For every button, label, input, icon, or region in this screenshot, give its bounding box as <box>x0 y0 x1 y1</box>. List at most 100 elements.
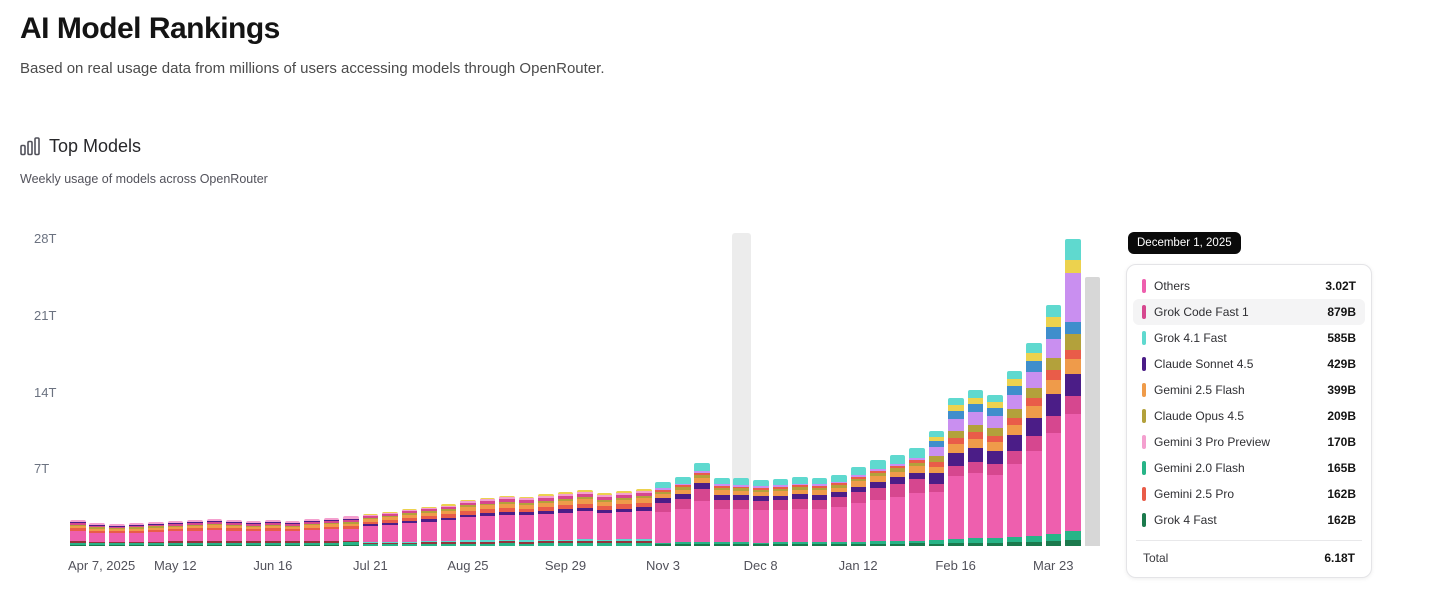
stacked-bar-week-19[interactable] <box>440 504 457 546</box>
bar-segment <box>1026 387 1042 398</box>
tooltip-row[interactable]: Gemini 2.0 Flash 165B <box>1133 455 1365 481</box>
bar-segment <box>674 542 691 545</box>
bar-segment <box>909 466 925 473</box>
model-usage-value: 879B <box>1327 305 1356 319</box>
bar-segment <box>460 501 476 504</box>
tooltip-row[interactable]: Claude Opus 4.5 209B <box>1133 403 1365 429</box>
tooltip-row[interactable]: Grok 4 Fast 162B <box>1133 507 1365 533</box>
stacked-bar-week-21[interactable] <box>479 497 496 546</box>
stacked-bar-week-17[interactable] <box>401 508 418 546</box>
stacked-bar-week-34[interactable] <box>733 478 750 546</box>
bar-slot <box>205 239 225 546</box>
stacked-bar-week-5[interactable] <box>167 520 184 546</box>
stacked-bar-week-9[interactable] <box>245 520 262 546</box>
bar-segment <box>518 502 535 505</box>
stacked-bar-week-38[interactable] <box>811 478 828 546</box>
stacked-bar-week-48[interactable] <box>1006 370 1023 546</box>
x-tick-label: Jan 12 <box>838 558 878 573</box>
bar-segment <box>421 511 437 513</box>
tooltip-row[interactable]: Gemini 2.5 Pro 162B <box>1133 481 1365 507</box>
tooltip-row[interactable]: Gemini 2.5 Flash 399B <box>1133 377 1365 403</box>
stacked-bar-week-16[interactable] <box>382 512 398 546</box>
bar-segment <box>323 517 340 520</box>
tooltip-row[interactable]: Gemini 3 Pro Preview 170B <box>1133 429 1365 455</box>
bar-segment <box>206 542 223 545</box>
tooltip-row[interactable]: Others 3.02T <box>1133 273 1365 299</box>
bar-segment <box>265 523 281 525</box>
stacked-bar-week-20[interactable] <box>460 499 476 546</box>
stacked-bar-week-4[interactable] <box>148 521 164 546</box>
bar-segment <box>479 505 496 510</box>
stacked-bar-week-14[interactable] <box>343 516 359 546</box>
stacked-bar-week-45[interactable] <box>948 397 964 546</box>
stacked-bar-week-23[interactable] <box>518 496 535 546</box>
stacked-bar-week-22[interactable] <box>499 495 515 546</box>
bar-segment <box>167 522 184 525</box>
stacked-bar-week-41[interactable] <box>870 460 886 546</box>
stacked-bar-week-35[interactable] <box>753 480 769 546</box>
stacked-bar-week-36[interactable] <box>772 479 789 546</box>
stacked-bar-week-26[interactable] <box>577 490 593 546</box>
bar-segment <box>460 514 476 518</box>
stacked-bar-week-15[interactable] <box>362 514 379 546</box>
stacked-bar-week-46[interactable] <box>967 390 984 546</box>
tooltip-row[interactable]: Grok Code Fast 1 879B <box>1133 299 1365 325</box>
stacked-bar-week-49[interactable] <box>1026 343 1042 546</box>
stacked-bar-week-42[interactable] <box>889 455 906 546</box>
stacked-bar-week-32[interactable] <box>694 462 711 546</box>
stacked-bar-week-40[interactable] <box>850 467 867 546</box>
stacked-bar-week-29[interactable] <box>635 489 652 546</box>
bar-segment <box>870 543 886 546</box>
bar-slot <box>575 239 595 546</box>
stacked-bar-week-39[interactable] <box>831 474 847 546</box>
bar-segment <box>265 526 281 529</box>
stacked-bar-week-28[interactable] <box>616 491 632 546</box>
stacked-bar-week-1[interactable] <box>89 522 106 546</box>
bar-segment <box>89 528 106 531</box>
stacked-bar-week-7[interactable] <box>206 518 223 546</box>
bar-segment <box>655 511 672 543</box>
stacked-bar-week-12[interactable] <box>304 518 320 546</box>
stacked-bar-week-27[interactable] <box>596 493 613 546</box>
stacked-bar-week-18[interactable] <box>421 506 437 546</box>
bar-segment <box>128 530 145 533</box>
stacked-bar-week-24[interactable] <box>538 494 554 546</box>
stacked-bar-week-37[interactable] <box>792 476 808 546</box>
stacked-bar-week-30[interactable] <box>655 482 672 546</box>
stacked-bar-week-47[interactable] <box>987 394 1003 546</box>
bar-segment <box>343 523 359 527</box>
model-name: Claude Sonnet 4.5 <box>1154 357 1254 371</box>
bar-segment <box>284 531 301 542</box>
stacked-bar-week-25[interactable] <box>557 492 574 546</box>
stacked-bar-week-51[interactable] <box>1065 239 1081 546</box>
stacked-bar-week-44[interactable] <box>928 430 945 546</box>
bar-segment <box>694 477 711 484</box>
bar-segment <box>909 543 925 546</box>
bar-slot <box>302 239 322 546</box>
stacked-bar-week-0[interactable] <box>69 519 86 546</box>
stacked-bar-week-13[interactable] <box>323 517 340 547</box>
stacked-bar-week-6[interactable] <box>187 519 203 546</box>
stacked-bar-week-33[interactable] <box>713 478 730 546</box>
bar-segment <box>967 424 984 433</box>
stacked-bar-week-11[interactable] <box>284 520 301 546</box>
bar-segment <box>792 489 808 494</box>
stacked-bar-week-3[interactable] <box>128 522 145 546</box>
stacked-bar-week-43[interactable] <box>909 448 925 546</box>
tooltip-row[interactable]: Claude Sonnet 4.5 429B <box>1133 351 1365 377</box>
bar-segment <box>850 503 867 542</box>
bar-segment <box>362 518 379 520</box>
stacked-bar-week-52[interactable] <box>1084 277 1101 546</box>
stacked-bar-week-31[interactable] <box>674 476 691 546</box>
x-axis: Apr 7, 2025 May 12 Jun 16 Jul 21 Aug 25 Sep 2… <box>68 558 1102 578</box>
stacked-bar-week-50[interactable] <box>1045 304 1062 546</box>
bar-segment <box>772 491 789 496</box>
stacked-bar-week-10[interactable] <box>265 519 281 546</box>
stacked-bar-week-2[interactable] <box>108 524 125 546</box>
bar-segment <box>460 540 476 542</box>
stacked-bar-week-8[interactable] <box>226 519 242 546</box>
bar-segment <box>596 513 613 540</box>
bar-segment <box>69 526 86 529</box>
bar-segment <box>265 541 281 543</box>
tooltip-row[interactable]: Grok 4.1 Fast 585B <box>1133 325 1365 351</box>
